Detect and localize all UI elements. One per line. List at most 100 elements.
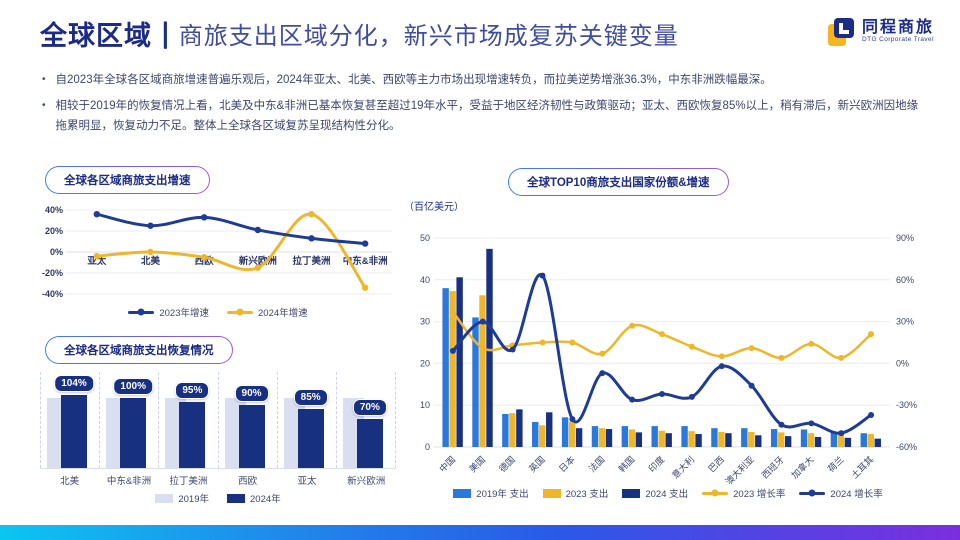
bar-2019年 支出 [681,426,688,447]
legend-item-2024-growth: 2024 增长率 [799,486,883,500]
bar-2023 支出 [568,421,576,447]
x-category-label: 土耳其 [849,454,876,481]
left-tick-label: 10 [420,400,430,410]
data-point [659,391,665,398]
bar-2023 支出 [539,425,546,447]
bar-2019年 支出 [472,317,479,447]
top10-countries-combo-chart: 0 10 20 30 40 50 90% 60% 30% 0% -30% -60% 中国 美国 德国 英国 日本… [420,233,917,484]
dtg-logo-icon [827,18,854,46]
recovery-bars: 104% 100% 95% 90% 85% 70% [40,372,397,469]
x-category-label: 西班牙 [759,454,786,481]
x-category-label: 印度 [646,454,667,475]
data-point [868,411,875,418]
bar-2024 支出 [456,277,463,447]
bullet-dot: • [42,100,46,112]
left-tick-label: 0 [425,442,430,452]
bar-2019年 支出 [770,429,778,447]
lavender-swatch-icon [155,493,174,503]
data-point [778,354,785,361]
x-category-label: 亚太 [87,255,107,267]
x-category-label: 法国 [586,454,607,475]
data-point [449,347,456,354]
value-badge: 104% [54,375,94,393]
bullet-text: 相较于2019年的恢复情况上看，北美及中东&非洲已基本恢复甚至超过19年水平，受… [55,100,919,133]
data-point [718,363,725,370]
bar-2019年 支出 [800,429,808,447]
bar-2024 支出 [546,412,553,447]
navy-swatch-icon [227,493,245,503]
x-category-label: 亚太 [297,476,317,487]
bar-2019年 支出 [830,432,838,447]
data-point [308,211,315,218]
bar-2019年 支出 [651,426,658,447]
data-point [688,393,695,400]
bar-2023 支出 [688,431,695,447]
bar-2024 支出 [814,436,822,447]
legend-label: 2024年增速 [258,308,308,319]
data-point [200,254,208,261]
bar-2023 支出 [748,431,755,447]
region-growth-legend: 2023年增速 2024年增速 [38,305,398,319]
bar-2019年 支出 [591,426,599,447]
chart-title-region-recovery: 全球各区域商旅支出恢复情况 [45,336,233,364]
data-point [629,322,636,329]
bar-2024 支出 [486,248,493,447]
x-category-label: 英国 [526,454,547,475]
bar-2024 支出 [755,435,762,447]
data-point [254,264,262,271]
left-tick-label: 40 [420,275,430,285]
bar-2019年 支出 [532,421,539,447]
logo-subtitle: DTG Corporate Travel [861,35,934,43]
bar-2019年 支出 [621,426,629,447]
legend-item-2024: 2024年增速 [227,305,308,319]
data-point [808,420,815,427]
bar-2019年 支出 [711,428,718,447]
bullet-item: • 相较于2019年的恢复情况上看，北美及中东&非洲已基本恢复甚至超过19年水平… [42,96,922,136]
y-tick-label: -40% [42,289,63,299]
data-point [93,253,101,260]
bar-2024 支出 [575,428,583,447]
bar-2023 支出 [837,433,845,447]
bar-2023 支出 [479,295,486,447]
bar-2023 支出 [718,431,725,447]
bar-2024 支出 [695,434,702,447]
legend-label: 2024 支出 [645,489,689,500]
recovery-bar-group: 85% [276,372,336,468]
data-point [308,235,315,242]
data-point [254,226,262,234]
company-logo: 同程商旅 DTG Corporate Travel [824,16,934,48]
data-point [808,340,815,347]
title-row: 全球区域 | 商旅支出区域分化，新兴市场成复苏关键变量 [40,14,679,53]
legend-label: 2024年 [250,494,281,505]
bar-2024 支出 [516,409,523,447]
top10-legend: 2019年 支出 2023 支出 2024 支出 2023 增长率 2024 增… [402,486,934,500]
legend-item-2023: 2023年增速 [128,305,209,319]
right-tick-label: -60% [896,442,917,452]
bar-2023 支出 [509,413,516,447]
data-point [147,248,154,256]
x-category-label: 意大利 [669,454,696,481]
yellow-line-swatch-icon [227,310,253,314]
value-badge: 90% [234,385,269,402]
value-badge: 95% [175,381,210,399]
bar-2024 支出 [874,438,881,447]
yellow-line-swatch-icon [702,491,729,495]
value-badge: 70% [352,399,387,416]
bullet-dot: • [42,74,46,85]
data-point [361,240,369,247]
title-divider: | [162,16,169,50]
region-growth-line-chart: 40%20%0%-20%-40%亚太 北美 西欧 新兴欧洲 拉丁美洲 中东&非洲 [42,205,392,299]
bar-2024 [238,405,265,468]
right-tick-label: -30% [896,400,917,410]
data-point [93,211,101,218]
recovery-bar-group: 100% [99,372,158,468]
bullet-item: • 自2023年全球各区域商旅增速普遍乐观后，2024年亚太、北美、西欧等主力市… [42,70,922,90]
bar-2023 支出 [449,291,456,447]
bar-2024 [120,398,147,468]
y-tick-label: -20% [42,268,63,278]
legend-item-2019-spend: 2019年 支出 [453,486,529,500]
bar-2019年 支出 [860,433,867,447]
legend-item-2024: 2024年 [227,491,281,505]
bar-2023 支出 [598,428,606,447]
